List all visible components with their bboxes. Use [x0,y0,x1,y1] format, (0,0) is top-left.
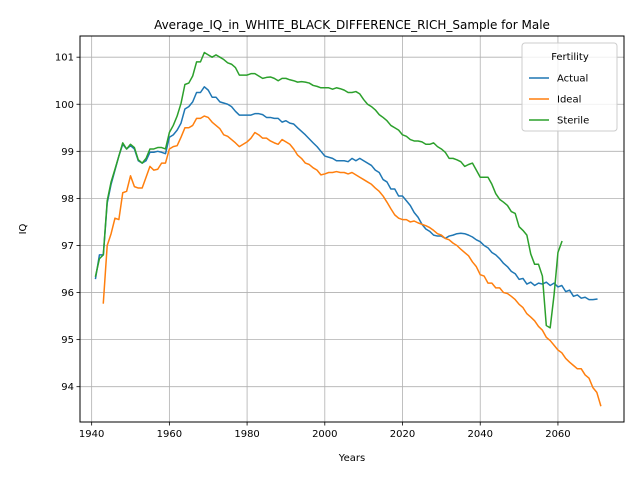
y-tick-label: 95 [61,335,74,346]
series-layer [94,51,602,407]
legend-items: Actual Ideal Sterile [529,74,589,127]
y-tick-label: 99 [61,147,74,158]
x-tick-label: 2020 [390,429,415,440]
y-tick-label: 96 [61,288,74,299]
x-axis-label: Years [338,453,365,464]
legend-label-ideal: Ideal [557,95,581,106]
y-tick-label: 98 [61,194,74,205]
y-tick-label: 97 [61,241,74,252]
plot-frame [79,35,625,423]
legend-box [521,42,618,132]
x-tick-label: 1960 [157,429,182,440]
x-axis: 1940 1960 1980 2000 2020 2040 2060 [79,422,571,440]
series-line-actual [94,86,598,301]
grid [80,36,624,422]
x-tick-label: 1980 [234,429,259,440]
y-axis-label: IQ [18,223,29,234]
chart-title: Average_IQ_in_WHITE_BLACK_DIFFERENCE_RIC… [154,18,550,32]
x-tick-label: 1940 [79,429,104,440]
x-tick-label: 2060 [545,429,570,440]
legend-label-actual: Actual [557,74,588,85]
x-tick-label: 2040 [468,429,493,440]
y-axis: 94 95 96 97 98 99 100 101 [55,53,80,393]
legend-title: Fertility [551,52,589,63]
legend: Fertility Actual Ideal Sterile [521,42,618,132]
legend-label-sterile: Sterile [557,116,589,127]
series-line-sterile [94,51,563,329]
y-tick-label: 100 [55,100,74,111]
y-tick-label: 94 [61,382,74,393]
series-line-ideal [102,115,602,407]
x-tick-label: 2000 [312,429,337,440]
y-tick-label: 101 [55,53,74,64]
